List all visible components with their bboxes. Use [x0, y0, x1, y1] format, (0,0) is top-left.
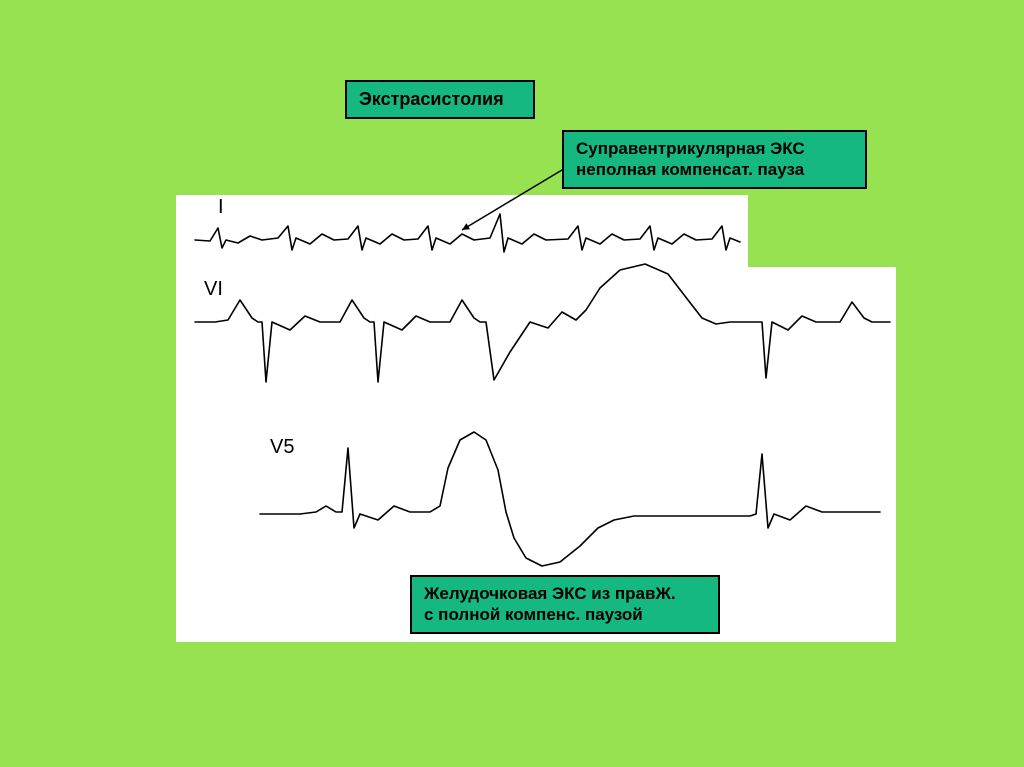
annotation-supraventricular-line2: неполная компенсат. пауза: [576, 160, 804, 179]
lead-label-VI: VI: [204, 278, 223, 301]
ecg-trace-VI: [195, 264, 890, 382]
lead-label-I: I: [218, 196, 224, 219]
annotation-ventricular-line2: с полной компенс. паузой: [424, 605, 643, 624]
annotation-ventricular-line1: Желудочковая ЭКС из правЖ.: [424, 584, 676, 603]
slide-root: Экстрасистолия Суправентрикулярная ЭКС н…: [0, 0, 1024, 767]
ecg-trace-V5: [260, 432, 880, 566]
annotation-ventricular: Желудочковая ЭКС из правЖ. с полной комп…: [410, 575, 720, 634]
annotation-supraventricular-line1: Суправентрикулярная ЭКС: [576, 139, 805, 158]
lead-label-V5: V5: [270, 436, 294, 459]
annotation-arrow: [462, 170, 562, 230]
title-text: Экстрасистолия: [359, 89, 504, 109]
annotation-supraventricular: Суправентрикулярная ЭКС неполная компенс…: [562, 130, 867, 189]
title-box: Экстрасистолия: [345, 80, 535, 119]
ecg-trace-I: [195, 214, 740, 252]
